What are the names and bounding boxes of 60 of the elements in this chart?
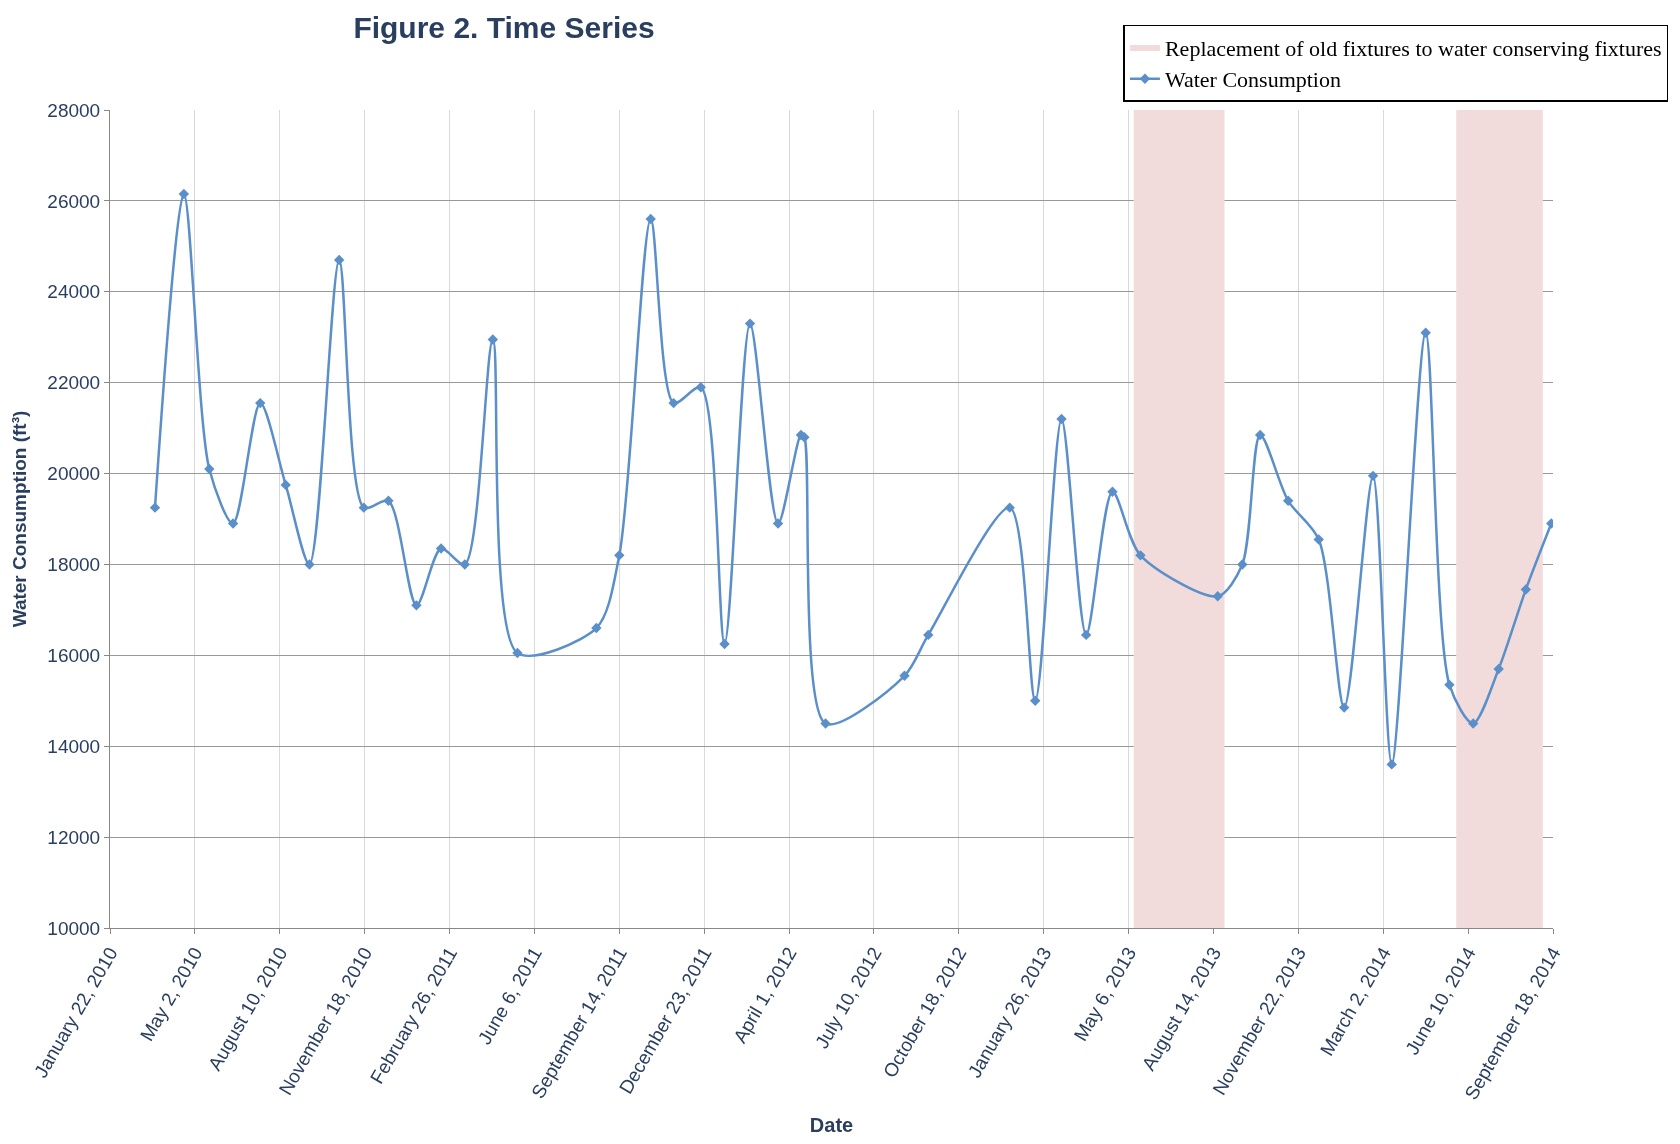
point — [1338, 702, 1350, 713]
point — [1420, 327, 1431, 338]
point — [695, 382, 706, 393]
point — [1237, 559, 1248, 570]
y-tick-label: 12000 — [47, 826, 101, 848]
point — [1493, 663, 1504, 675]
point — [1056, 413, 1067, 425]
point — [591, 622, 602, 634]
point — [923, 629, 934, 641]
legend-label: Replacement of old fixtures to water conserving fixtures — [1164, 35, 1662, 61]
point — [719, 638, 730, 650]
point — [304, 559, 315, 570]
point — [772, 518, 784, 529]
y-axis-title: Water Consumption (ft³) — [9, 410, 31, 628]
point — [383, 495, 394, 507]
point — [178, 188, 190, 200]
point — [149, 502, 161, 513]
point — [1080, 629, 1092, 641]
y-tick-label: 18000 — [47, 554, 101, 576]
point — [899, 670, 910, 681]
point — [1212, 591, 1223, 602]
point — [411, 600, 422, 611]
point — [1254, 429, 1266, 441]
point — [1135, 550, 1146, 561]
point — [1004, 502, 1015, 513]
y-tick-label: 26000 — [47, 190, 101, 212]
point — [1468, 718, 1479, 729]
y-tick-label: 20000 — [47, 463, 101, 485]
point — [280, 479, 291, 491]
y-tick-label: 24000 — [47, 281, 101, 303]
point — [333, 254, 345, 266]
point — [645, 213, 656, 225]
point — [435, 543, 447, 554]
point — [614, 550, 625, 561]
x-axis-title: Date — [809, 1113, 854, 1136]
point — [668, 397, 679, 409]
point — [1107, 486, 1118, 497]
point — [204, 463, 215, 475]
y-tick-label: 16000 — [47, 644, 101, 666]
chart-title: Figure 2. Time Series — [353, 11, 655, 45]
point — [1520, 584, 1532, 595]
legend-label: Water Consumption — [1164, 67, 1341, 93]
point — [487, 334, 499, 345]
point — [512, 647, 523, 659]
point — [1444, 679, 1455, 691]
point — [820, 718, 831, 729]
point — [1282, 495, 1294, 507]
point — [1367, 470, 1379, 482]
y-tick-label: 22000 — [47, 372, 101, 394]
point — [1386, 759, 1397, 770]
point — [744, 318, 756, 329]
point — [358, 502, 369, 513]
point — [1030, 695, 1041, 706]
y-tick-label: 10000 — [47, 917, 101, 939]
point — [227, 518, 239, 529]
point — [255, 397, 266, 409]
y-tick-label: 28000 — [47, 99, 101, 121]
point — [1313, 534, 1324, 545]
y-tick-label: 14000 — [47, 735, 101, 757]
point — [459, 559, 471, 570]
